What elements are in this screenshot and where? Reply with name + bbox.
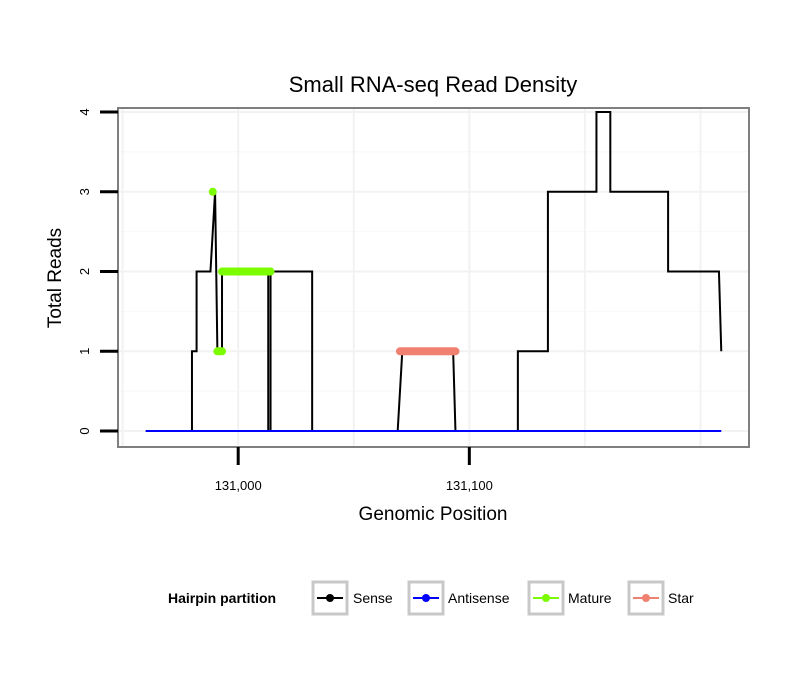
legend-label: Sense: [353, 590, 393, 606]
series-layer: [145, 110, 723, 433]
legend-label: Star: [668, 590, 694, 606]
y-tick-label: 4: [77, 108, 92, 115]
x-axis: 131,000 131,100: [215, 447, 493, 493]
legend-item-star: Star: [627, 580, 694, 616]
legend: Hairpin partition Sense Antisense Mature St…: [168, 580, 694, 616]
y-tick-label: 3: [77, 188, 92, 195]
y-tick-label: 1: [77, 348, 92, 355]
legend-item-mature: Mature: [527, 580, 612, 616]
x-tick-label: 131,100: [446, 478, 493, 493]
plot-panel: [117, 107, 750, 448]
panel-border: [117, 107, 750, 448]
legend-title: Hairpin partition: [168, 590, 276, 606]
legend-key-dot: [326, 594, 334, 602]
legend-item-antisense: Antisense: [407, 580, 510, 616]
legend-label: Mature: [568, 590, 612, 606]
panel-background: [118, 108, 749, 447]
y-axis-title: Total Reads: [45, 228, 66, 328]
y-tick-label: 0: [77, 427, 92, 434]
legend-key-dot: [642, 594, 650, 602]
legend-item-sense: Sense: [311, 580, 393, 616]
legend-key-dot: [422, 594, 430, 602]
y-tick-label: 2: [77, 268, 92, 275]
legend-label: Antisense: [448, 590, 510, 606]
legend-items: Sense Antisense Mature Star: [311, 580, 694, 616]
y-axis: 0 1 2 3 4: [77, 108, 118, 435]
x-axis-title: Genomic Position: [359, 504, 508, 525]
legend-key-dot: [542, 594, 550, 602]
x-tick-label: 131,000: [215, 478, 262, 493]
chart-title: Small RNA-seq Read Density: [289, 72, 578, 97]
